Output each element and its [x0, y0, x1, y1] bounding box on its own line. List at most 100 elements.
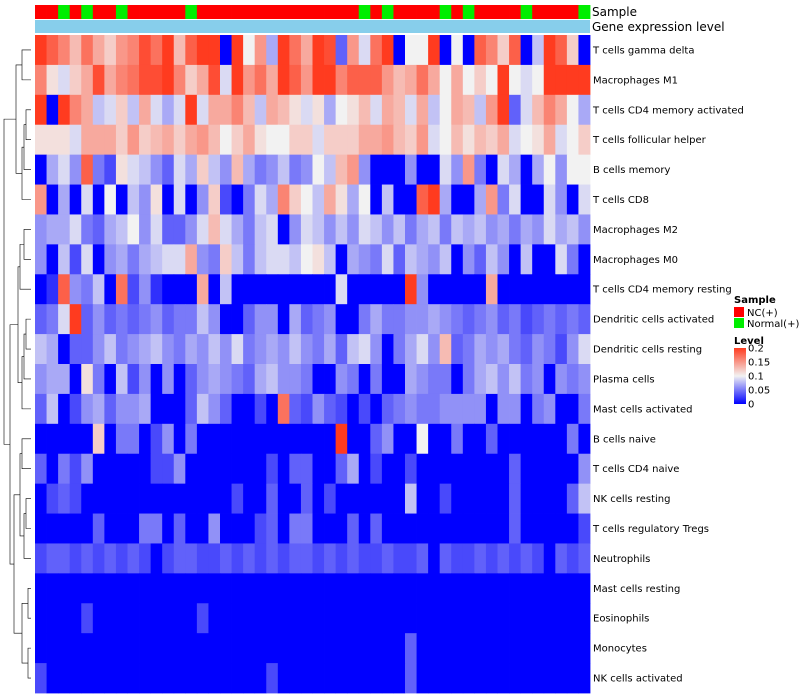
- heatmap-cell: [266, 663, 279, 694]
- heatmap-cell: [35, 364, 47, 395]
- heatmap-cell: [324, 154, 337, 185]
- heatmap-cell: [416, 124, 429, 156]
- heatmap-cell: [543, 663, 556, 694]
- heatmap-cell: [532, 334, 545, 365]
- sample-annotation-cell: [474, 5, 487, 19]
- heatmap-cell: [69, 513, 82, 544]
- heatmap-cell: [509, 603, 522, 634]
- heatmap-cell: [509, 274, 522, 305]
- heatmap-cell: [324, 663, 337, 694]
- heatmap-cell: [266, 453, 279, 485]
- heatmap-cell: [347, 633, 360, 664]
- heatmap-cell: [115, 304, 128, 335]
- heatmap-cell: [139, 94, 152, 126]
- heatmap-cell: [266, 334, 279, 365]
- sample-annotation-cell: [578, 5, 591, 19]
- heatmap-cell: [532, 154, 545, 185]
- heatmap-cell: [555, 573, 568, 604]
- heatmap-cell: [81, 364, 94, 395]
- row-label: T cells CD4 memory resting: [592, 285, 732, 296]
- heatmap-cell: [150, 603, 163, 634]
- heatmap-cell: [58, 35, 71, 66]
- heatmap-cell: [578, 35, 591, 66]
- heatmap-cell: [300, 364, 313, 395]
- sample-annotation-cell: [277, 5, 290, 19]
- heatmap-cell: [485, 633, 498, 664]
- heatmap-cell: [127, 64, 140, 96]
- heatmap-cell: [196, 94, 209, 126]
- heatmap-cell: [58, 483, 71, 514]
- heatmap-cell: [358, 573, 371, 604]
- heatmap-cell: [127, 334, 140, 365]
- heatmap-cell: [220, 423, 232, 455]
- heatmap-cell: [543, 274, 556, 305]
- heatmap-cell: [185, 274, 198, 305]
- heatmap-cell: [474, 214, 487, 245]
- heatmap-cell: [185, 244, 198, 275]
- heatmap-cell: [208, 423, 221, 455]
- heatmap-cell: [324, 364, 337, 395]
- heatmap-cell: [462, 304, 475, 335]
- heatmap-cell: [173, 35, 186, 66]
- heatmap-cell: [312, 453, 325, 485]
- heatmap-cell: [104, 334, 117, 365]
- heatmap-cell: [289, 364, 302, 395]
- heatmap-cell: [462, 513, 475, 544]
- heatmap-cell: [81, 214, 94, 245]
- heatmap-cell: [254, 573, 267, 604]
- heatmap-cell: [474, 124, 487, 156]
- heatmap-cell: [35, 393, 47, 425]
- heatmap-cell: [196, 603, 209, 634]
- heatmap-cell: [381, 94, 394, 126]
- heatmap-cell: [69, 573, 82, 604]
- heatmap-cell: [532, 364, 545, 395]
- heatmap-cell: [208, 603, 221, 634]
- heatmap-cell: [474, 364, 487, 395]
- heatmap-cell: [127, 453, 140, 485]
- heatmap-cell: [162, 334, 175, 365]
- heatmap-cell: [578, 184, 591, 215]
- heatmap-cell: [555, 214, 568, 245]
- sample-annotation-cell: [428, 5, 441, 19]
- heatmap-cell: [532, 124, 545, 156]
- heatmap-cell: [485, 154, 498, 185]
- heatmap-cell: [35, 543, 47, 574]
- heatmap-cell: [358, 543, 371, 574]
- heatmap-cell: [289, 304, 302, 335]
- row-label: Dendritic cells activated: [593, 315, 714, 326]
- heatmap-cell: [289, 423, 302, 455]
- heatmap-cell: [462, 543, 475, 574]
- legend-level-ticks: 0.2 0.15 0.1 0.05 0: [748, 344, 770, 411]
- heatmap-cell: [300, 633, 313, 664]
- heatmap-cell: [509, 124, 522, 156]
- heatmap-cell: [485, 244, 498, 275]
- heatmap-cell: [566, 573, 579, 604]
- heatmap-cell: [266, 543, 279, 574]
- heatmap-cell: [462, 573, 475, 604]
- heatmap-cell: [115, 274, 128, 305]
- heatmap-cell: [196, 184, 209, 215]
- heatmap-cell: [46, 453, 59, 485]
- heatmap-cell: [393, 543, 406, 574]
- heatmap-cell: [289, 483, 302, 514]
- heatmap-cell: [474, 184, 487, 215]
- heatmap-cell: [405, 334, 417, 365]
- heatmap-cell: [150, 64, 163, 96]
- sample-annotation-cell: [196, 5, 209, 19]
- heatmap-cell: [81, 184, 94, 215]
- heatmap-cell: [405, 304, 417, 335]
- heatmap-cell: [162, 423, 175, 455]
- heatmap-cell: [416, 453, 429, 485]
- heatmap-cell: [231, 364, 244, 395]
- sample-annotation-label: Sample: [592, 5, 637, 19]
- heatmap-cell: [69, 393, 82, 425]
- heatmap-cell: [208, 124, 221, 156]
- heatmap-cell: [347, 603, 360, 634]
- heatmap-cell: [324, 35, 337, 66]
- heatmap-cell: [220, 393, 232, 425]
- heatmap-cell: [566, 64, 579, 96]
- heatmap-cell: [370, 94, 383, 126]
- heatmap-cell: [196, 274, 209, 305]
- heatmap-cell: [173, 453, 186, 485]
- heatmap-cell: [92, 184, 105, 215]
